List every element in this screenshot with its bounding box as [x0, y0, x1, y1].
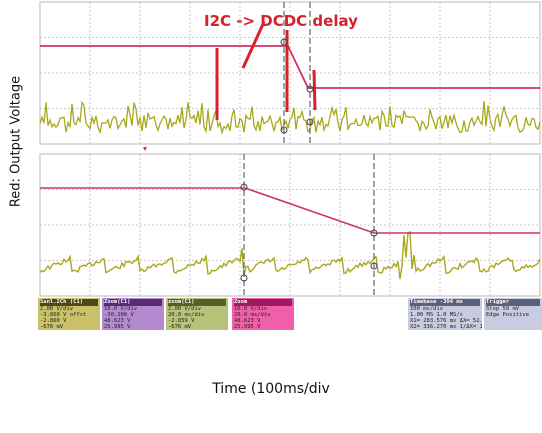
bottom-red-trace — [40, 187, 540, 234]
top-marker-3 — [280, 126, 288, 134]
top-marker-1 — [280, 38, 288, 46]
delay-annotation: I2C -> DCDC delay — [204, 12, 358, 30]
y-axis-label-text: Red: Output Voltage — [8, 75, 24, 208]
trigger-line: Stop 50 mV — [486, 306, 520, 312]
bottom-marker-2 — [370, 229, 378, 237]
bottom-yellow-trace — [39, 231, 541, 280]
channel-header: Sunl.2Ch (C1) — [40, 299, 98, 306]
channel-line: -676 mV — [40, 324, 64, 330]
channel-line: 48.623 V — [104, 318, 131, 324]
channel-header: zoom(C1) — [168, 299, 226, 306]
timebase-line: 100 ms/div — [410, 306, 444, 312]
channel-panel-zoom-red[interactable]: Zoom 10.0 V/div 20.0 ms/div 48.623 V 25.… — [232, 298, 294, 330]
channel-line: -3.860 V offst — [40, 312, 87, 318]
channel-line: 10.0 V/div — [104, 306, 138, 312]
channel-line: -30.100 V — [104, 312, 134, 318]
top-marker-2 — [306, 85, 314, 93]
timebase-header: Timebase -304 ms — [410, 299, 480, 306]
channel-line: 48.623 V — [234, 318, 261, 324]
x-axis-label: Time (100ms/div — [212, 381, 330, 397]
trigger-header: Trigger — [486, 299, 540, 306]
channel-header: Zoom(C1) — [104, 299, 162, 306]
top-yellow-trace — [39, 100, 541, 135]
channel-line: 25.995 V — [104, 324, 131, 330]
channel-panel-c1[interactable]: Sunl.2Ch (C1) 2.00 V/div -3.860 V offst … — [38, 298, 100, 330]
bottom-graticule — [39, 153, 541, 297]
trigger-line: Edge Positive — [486, 312, 530, 318]
channel-panel-zoom-c1-b[interactable]: zoom(C1) 2.00 V/div 20.0 ms/div -2.859 V… — [166, 298, 228, 330]
trigger-marker-icon — [143, 147, 147, 151]
trigger-panel[interactable]: Trigger Stop 50 mV Edge Positive — [484, 298, 542, 330]
bottom-grid-lines — [40, 154, 540, 296]
bottom-marker-4 — [370, 262, 378, 270]
timebase-line: X2= 336.270 ms 1/ΔX= 18.9775 Hz — [410, 324, 482, 330]
y-axis-label: Red: Output Voltage — [0, 0, 30, 300]
top-red-trace — [40, 45, 540, 89]
channel-line: -676 mV — [168, 324, 192, 330]
bottom-marker-3 — [240, 274, 248, 282]
channel-line: 25.995 V — [234, 324, 261, 330]
channel-line: 2.00 V/div — [40, 306, 74, 312]
timebase-line: X1= 283.576 ms ΔX= 52.694 ms — [410, 318, 482, 324]
channel-line: 10.0 V/div — [234, 306, 268, 312]
channel-line: -2.859 V — [168, 318, 195, 324]
channel-line: 20.0 ms/div — [234, 312, 271, 318]
top-grid-lines — [40, 2, 540, 144]
timebase-line: 1.00 MS 1.0 MS/s — [410, 312, 463, 318]
channel-line: 20.0 ms/div — [168, 312, 205, 318]
channel-line: 2.00 V/div — [168, 306, 202, 312]
channel-header: Zoom — [234, 299, 292, 306]
annotation-arrow — [241, 21, 266, 69]
bottom-marker-1 — [240, 183, 248, 191]
scope-svg: I2C -> DCDC delay — [39, 1, 541, 297]
channel-panel-zoom-c1[interactable]: Zoom(C1) 10.0 V/div -30.100 V 48.623 V 2… — [102, 298, 164, 330]
red-spike-3 — [312, 69, 317, 111]
oscilloscope-display: I2C -> DCDC delay Sunl.2Ch (C1) 2.00 V/d… — [38, 0, 542, 330]
timebase-panel[interactable]: Timebase -304 ms 100 ms/div 1.00 MS 1.0 … — [408, 298, 482, 330]
top-marker-4 — [306, 118, 314, 126]
channel-line: -2.860 V — [40, 318, 67, 324]
